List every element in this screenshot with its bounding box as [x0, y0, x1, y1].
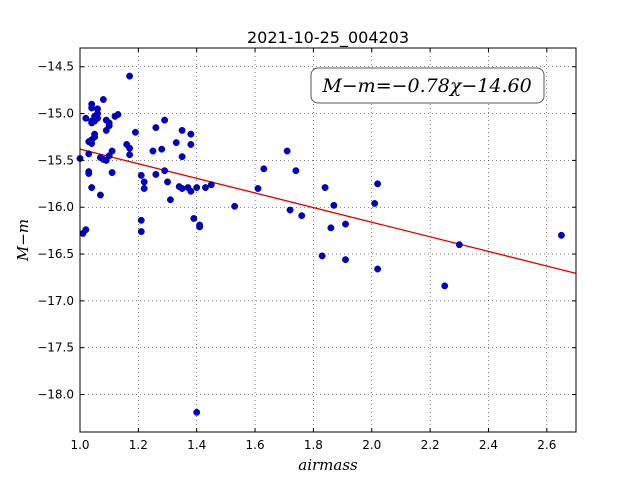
data-point	[88, 140, 96, 147]
data-point	[108, 169, 116, 177]
data-point	[196, 221, 204, 229]
data-point	[99, 96, 107, 103]
data-point	[91, 130, 99, 138]
data-point	[342, 220, 349, 228]
data-point	[137, 228, 145, 236]
data-point	[178, 126, 186, 134]
data-point	[137, 216, 145, 224]
data-point	[187, 187, 195, 195]
data-point	[158, 145, 166, 153]
x-tick-label: 2.6	[537, 438, 556, 452]
data-point	[374, 180, 382, 188]
data-point	[126, 144, 134, 152]
data-point	[82, 114, 90, 122]
data-points	[76, 72, 565, 416]
data-point	[166, 196, 174, 204]
annotation-box	[310, 67, 545, 104]
data-point	[161, 116, 169, 124]
data-point	[330, 201, 338, 209]
x-axis-label: airmass	[298, 456, 358, 474]
data-point	[85, 150, 93, 158]
data-point	[178, 185, 186, 192]
data-point	[178, 153, 186, 161]
data-point	[152, 170, 160, 178]
y-tick-label: −16.5	[37, 247, 74, 261]
fit-equation-label: M−m=−0.78χ−14.60	[321, 75, 531, 97]
x-tick-label: 1.4	[187, 438, 206, 452]
y-tick-label: −15.0	[37, 107, 74, 121]
data-point	[371, 200, 379, 207]
data-point	[164, 178, 171, 186]
data-point	[82, 226, 90, 234]
data-point	[318, 252, 326, 260]
data-point	[327, 224, 335, 232]
chart-title: 2021-10-25_004203	[247, 28, 409, 48]
data-point	[190, 215, 198, 222]
data-point	[557, 231, 565, 239]
data-point	[131, 128, 139, 136]
data-point	[374, 265, 382, 273]
data-point	[94, 114, 101, 122]
x-tick-label: 2.4	[479, 438, 498, 452]
data-point	[114, 111, 122, 118]
y-tick-label: −18.0	[37, 388, 74, 402]
data-point	[286, 206, 294, 214]
y-tick-label: −16.0	[37, 200, 74, 214]
data-point	[140, 185, 148, 192]
data-point	[342, 256, 349, 264]
x-tick-label: 1.0	[70, 438, 89, 452]
y-tick-label: −15.5	[37, 153, 74, 167]
x-tick-label: 2.0	[362, 438, 381, 452]
data-point	[161, 167, 169, 175]
data-point	[126, 151, 134, 159]
data-point	[202, 184, 209, 192]
x-tick-label: 1.2	[129, 438, 148, 452]
data-point	[283, 147, 291, 155]
x-tick-label: 1.6	[246, 438, 265, 452]
data-point	[231, 202, 239, 210]
data-point	[149, 147, 157, 155]
data-point	[85, 170, 93, 177]
y-axis-label: M−m	[14, 219, 32, 262]
data-point	[455, 241, 463, 249]
x-tick-label: 2.2	[421, 438, 440, 452]
data-point	[292, 167, 300, 175]
data-point	[96, 191, 104, 199]
y-tick-label: −14.5	[37, 60, 74, 74]
y-tick-label: −17.0	[37, 294, 74, 308]
data-point	[193, 408, 201, 416]
data-point	[126, 72, 134, 80]
fit-line-layer	[79, 148, 577, 274]
data-point	[187, 141, 195, 148]
y-tick-label: −17.5	[37, 341, 74, 355]
data-point	[108, 147, 116, 155]
plot-frame	[79, 47, 577, 433]
data-point	[321, 184, 329, 192]
data-point	[88, 104, 96, 112]
data-point	[254, 185, 262, 192]
data-point	[140, 178, 148, 186]
data-point	[152, 124, 160, 132]
data-point	[193, 184, 201, 192]
fit-line	[79, 148, 577, 274]
data-point	[441, 282, 449, 290]
grid-lines	[79, 48, 576, 432]
data-point	[260, 165, 268, 173]
data-point	[298, 212, 306, 220]
x-tick-label: 1.8	[304, 438, 323, 452]
data-point	[88, 184, 96, 192]
data-point	[207, 181, 215, 189]
data-point	[172, 139, 180, 147]
data-point	[105, 119, 113, 127]
data-point	[137, 171, 145, 179]
data-point	[187, 130, 195, 138]
axis-ticks: 1.0 1.2 1.4 1.6 1.8 2.0 2.2 2.4 2.6 −14.5 −15.0 −15…	[37, 48, 576, 452]
fit-annotation: M−m=−0.78χ−14.60	[310, 67, 545, 104]
